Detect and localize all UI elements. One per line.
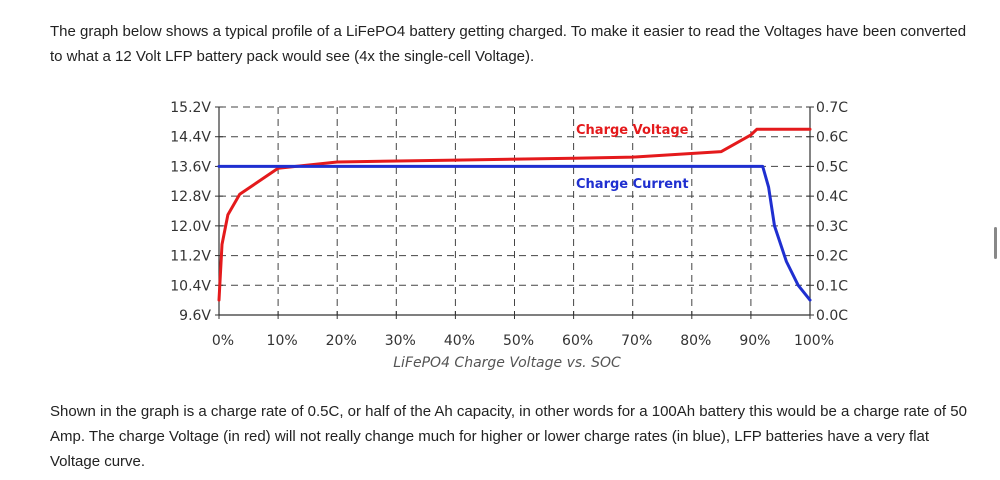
chart-series xyxy=(217,127,812,302)
y-left-tick-label: 11.2V xyxy=(170,249,211,265)
y-right-tick-label: 0.2C xyxy=(816,249,848,265)
charge-current-line xyxy=(217,164,812,302)
y-left-tick-label: 10.4V xyxy=(170,278,211,294)
y-left-tick-label: 12.8V xyxy=(170,189,211,205)
y-left-tick-label: 15.2V xyxy=(170,100,211,116)
y-left-tick-label: 14.4V xyxy=(170,130,211,146)
x-tick-label: 80% xyxy=(680,333,711,349)
chart-ticks: 15.2V14.4V13.6V12.8V12.0V11.2V10.4V9.6V0… xyxy=(170,100,848,349)
x-tick-label: 70% xyxy=(621,333,652,349)
chart-caption: LiFePO4 Charge Voltage vs. SOC xyxy=(393,355,621,371)
y-left-tick-label: 9.6V xyxy=(179,308,211,324)
outro-paragraph: Shown in the graph is a charge rate of 0… xyxy=(50,403,967,470)
x-tick-label: 0% xyxy=(212,333,234,349)
y-left-tick-label: 13.6V xyxy=(170,159,211,175)
x-tick-label: 10% xyxy=(267,333,298,349)
y-right-tick-label: 0.7C xyxy=(816,100,848,116)
chart-series-labels: Charge Voltage Charge Current xyxy=(576,123,689,192)
x-tick-label: 50% xyxy=(503,333,534,349)
y-right-tick-label: 0.0C xyxy=(816,308,848,324)
x-tick-label: 30% xyxy=(385,333,416,349)
x-tick-label: 40% xyxy=(444,333,475,349)
charge-current-label: Charge Current xyxy=(576,177,689,192)
x-tick-label: 60% xyxy=(562,333,593,349)
x-tick-label: 90% xyxy=(739,333,770,349)
y-right-tick-label: 0.3C xyxy=(816,219,848,235)
y-right-tick-label: 0.6C xyxy=(816,130,848,146)
scrollbar-thumb[interactable] xyxy=(994,227,997,259)
charge-voltage-line xyxy=(217,127,812,302)
chart-grid xyxy=(219,106,810,315)
chart-axes xyxy=(218,107,811,316)
y-left-tick-label: 12.0V xyxy=(170,219,211,235)
y-right-tick-label: 0.1C xyxy=(816,278,848,294)
y-right-tick-label: 0.4C xyxy=(816,189,848,205)
intro-paragraph: The graph below shows a typical profile … xyxy=(50,23,967,65)
x-tick-label: 100% xyxy=(794,333,834,349)
x-tick-label: 20% xyxy=(326,333,357,349)
charge-voltage-label: Charge Voltage xyxy=(576,123,689,138)
y-right-tick-label: 0.5C xyxy=(816,159,848,175)
